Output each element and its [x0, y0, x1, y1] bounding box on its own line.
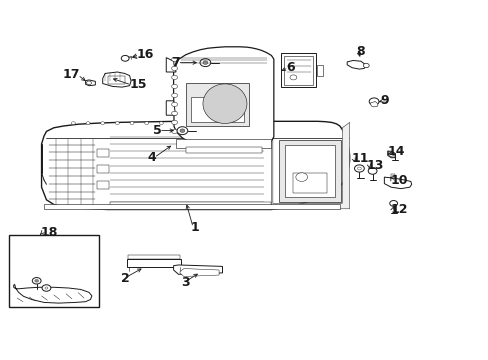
- Bar: [190, 97, 243, 122]
- Circle shape: [171, 93, 177, 98]
- Bar: [107, 76, 125, 84]
- Circle shape: [357, 167, 361, 170]
- Polygon shape: [102, 72, 131, 87]
- Text: 9: 9: [380, 94, 388, 107]
- Circle shape: [262, 122, 265, 125]
- Circle shape: [171, 129, 177, 134]
- Circle shape: [389, 201, 397, 206]
- Text: 12: 12: [389, 203, 407, 216]
- Circle shape: [171, 84, 177, 89]
- Bar: [110, 202, 271, 208]
- Text: 6: 6: [285, 61, 294, 74]
- Text: 4: 4: [147, 151, 156, 164]
- Text: 10: 10: [389, 174, 407, 187]
- Circle shape: [86, 81, 91, 85]
- Bar: [128, 255, 180, 259]
- Text: 16: 16: [137, 48, 154, 61]
- Circle shape: [289, 75, 296, 80]
- Bar: [185, 83, 249, 126]
- Circle shape: [71, 122, 75, 125]
- Circle shape: [144, 122, 148, 125]
- Circle shape: [367, 168, 376, 174]
- Polygon shape: [271, 122, 349, 209]
- Circle shape: [45, 287, 48, 289]
- Bar: [9, 235, 99, 307]
- Polygon shape: [14, 284, 92, 303]
- Circle shape: [177, 127, 187, 135]
- Circle shape: [32, 278, 41, 284]
- Circle shape: [171, 75, 177, 80]
- Polygon shape: [384, 177, 411, 189]
- Circle shape: [363, 63, 368, 68]
- Circle shape: [180, 129, 184, 132]
- Polygon shape: [173, 47, 273, 149]
- Text: 2: 2: [121, 272, 130, 285]
- Polygon shape: [180, 269, 219, 276]
- Bar: [281, 53, 316, 87]
- Bar: [97, 149, 109, 157]
- Polygon shape: [44, 204, 339, 209]
- Bar: [97, 165, 109, 173]
- Text: 8: 8: [355, 45, 364, 58]
- Circle shape: [203, 122, 207, 125]
- Polygon shape: [85, 80, 95, 86]
- Circle shape: [171, 57, 177, 62]
- Circle shape: [388, 153, 393, 156]
- Circle shape: [232, 122, 236, 125]
- Ellipse shape: [203, 84, 246, 123]
- Bar: [293, 173, 326, 193]
- Polygon shape: [390, 174, 394, 177]
- Polygon shape: [166, 58, 176, 72]
- Text: 18: 18: [40, 226, 58, 239]
- Circle shape: [247, 122, 251, 125]
- Circle shape: [218, 122, 222, 125]
- Polygon shape: [387, 151, 394, 158]
- Circle shape: [171, 66, 177, 71]
- Circle shape: [354, 165, 364, 172]
- Text: 7: 7: [171, 56, 180, 69]
- Polygon shape: [41, 121, 349, 210]
- Circle shape: [159, 122, 163, 125]
- Bar: [127, 259, 181, 267]
- Text: 11: 11: [350, 152, 368, 165]
- Circle shape: [368, 98, 378, 105]
- Circle shape: [42, 285, 51, 291]
- Polygon shape: [370, 102, 377, 107]
- Bar: [185, 147, 261, 153]
- Circle shape: [35, 279, 39, 282]
- Text: 17: 17: [62, 68, 80, 81]
- Polygon shape: [166, 101, 176, 115]
- Circle shape: [188, 122, 192, 125]
- Circle shape: [86, 122, 90, 125]
- Polygon shape: [173, 265, 222, 274]
- Bar: [176, 139, 271, 148]
- Text: 13: 13: [366, 159, 384, 172]
- Bar: [97, 181, 109, 189]
- Bar: [284, 145, 335, 197]
- Text: 3: 3: [181, 276, 189, 289]
- Circle shape: [171, 111, 177, 116]
- Text: 14: 14: [386, 145, 404, 158]
- Text: 5: 5: [152, 124, 161, 137]
- Bar: [278, 140, 341, 202]
- Circle shape: [171, 102, 177, 107]
- Circle shape: [174, 122, 178, 125]
- Circle shape: [101, 122, 104, 125]
- Circle shape: [200, 59, 210, 67]
- Text: 1: 1: [190, 221, 199, 234]
- Polygon shape: [316, 65, 322, 76]
- Circle shape: [203, 61, 207, 64]
- Circle shape: [171, 120, 177, 125]
- Circle shape: [121, 55, 129, 61]
- Text: 15: 15: [129, 78, 146, 91]
- Bar: [284, 56, 313, 85]
- Circle shape: [115, 122, 119, 125]
- Polygon shape: [346, 60, 365, 69]
- Circle shape: [295, 173, 307, 181]
- Circle shape: [130, 122, 134, 125]
